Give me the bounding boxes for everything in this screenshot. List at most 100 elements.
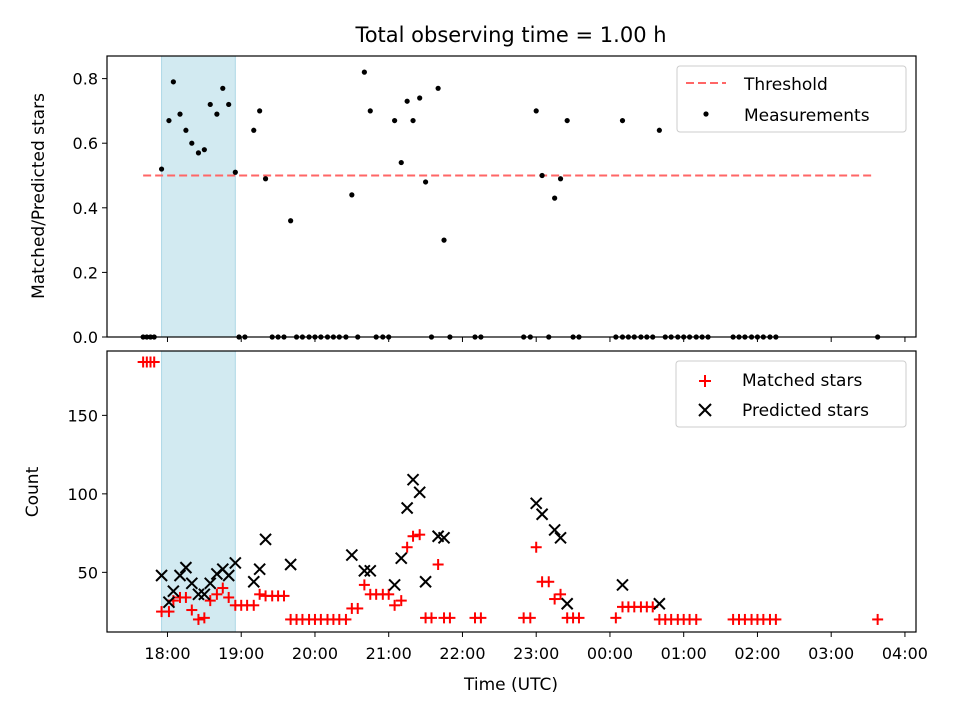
predicted-star-marker xyxy=(179,561,193,574)
predicted-star-marker xyxy=(222,569,235,582)
matched-star-marker xyxy=(770,613,782,625)
measurement-point xyxy=(564,117,570,124)
matched-star-marker xyxy=(389,599,401,611)
x-tick-label: 01:00 xyxy=(661,644,707,663)
matched-star-marker xyxy=(217,582,229,594)
x-tick-label: 23:00 xyxy=(513,644,559,663)
x-tick-label: 00:00 xyxy=(587,644,633,663)
measurement-point xyxy=(539,172,545,179)
matched-star-marker xyxy=(383,588,395,600)
measurement-point xyxy=(435,85,441,91)
predicted-star-marker xyxy=(406,473,420,486)
matched-star-marker xyxy=(163,606,175,618)
measurement-point xyxy=(552,195,558,201)
matched-star-marker xyxy=(407,530,419,542)
measurement-point xyxy=(232,169,238,175)
matched-star-marker xyxy=(555,588,567,600)
predicted-star-marker xyxy=(229,556,242,570)
measurement-point xyxy=(417,95,423,101)
predicted-star-marker xyxy=(155,569,168,582)
predicted-star-marker xyxy=(185,577,199,590)
predicted-star-marker xyxy=(548,523,561,537)
x-tick-label: 20:00 xyxy=(292,644,338,663)
predicted-star-marker xyxy=(198,588,211,601)
predicted-star-marker xyxy=(358,564,371,577)
y-tick-label: 0.2 xyxy=(73,263,98,282)
matched-star-marker xyxy=(610,612,622,624)
measurement-point xyxy=(183,127,189,133)
x-tick-label: 22:00 xyxy=(439,644,485,663)
measurement-point xyxy=(262,176,269,182)
predicted-star-marker xyxy=(616,578,629,592)
measurement-point xyxy=(533,108,539,114)
measurement-point xyxy=(404,98,410,104)
measurement-point xyxy=(166,117,172,124)
measurement-point xyxy=(177,111,183,117)
x-axis-label: Time (UTC) xyxy=(463,675,558,695)
matched-star-marker xyxy=(192,613,204,625)
legend-predicted-label: Predicted stars xyxy=(742,401,869,421)
predicted-star-marker xyxy=(400,501,414,515)
axes-frame xyxy=(106,350,917,633)
x-tick-label: 03:00 xyxy=(808,644,854,663)
top-legend: Threshold Measurements xyxy=(676,65,907,133)
matched-star-marker xyxy=(352,602,364,614)
predicted-star-marker xyxy=(259,533,272,546)
matched-star-marker xyxy=(198,612,210,624)
measurement-point xyxy=(392,117,398,124)
predicted-star-marker xyxy=(173,569,187,582)
measurement-point xyxy=(349,192,355,198)
predicted-star-marker xyxy=(529,497,543,510)
y-tick-label: 0.0 xyxy=(73,328,98,347)
matched-star-marker xyxy=(573,612,585,624)
predicted-star-marker xyxy=(204,577,217,590)
legend-threshold-label: Threshold xyxy=(743,75,828,95)
matched-star-marker xyxy=(690,613,702,625)
matched-star-marker xyxy=(204,595,216,607)
predicted-star-marker xyxy=(653,597,666,610)
matched-star-marker xyxy=(401,541,413,553)
x-tick-label: 02:00 xyxy=(734,644,780,663)
predicted-star-marker xyxy=(167,584,180,598)
predicted-star-marker xyxy=(413,486,426,499)
matched-star-marker xyxy=(395,595,407,607)
legend-measurements-label: Measurements xyxy=(744,106,870,126)
measurement-point xyxy=(557,176,564,182)
measurement-point xyxy=(189,140,195,146)
y-tick-label: 100 xyxy=(67,485,98,504)
predicted-star-marker xyxy=(560,597,574,610)
y-tick-label: 0.6 xyxy=(73,134,98,153)
predicted-star-marker xyxy=(247,575,260,588)
predicted-star-marker xyxy=(554,531,567,545)
matched-star-marker xyxy=(524,612,536,624)
predicted-star-marker xyxy=(345,548,359,562)
matched-star-marker xyxy=(223,591,235,603)
matched-star-marker xyxy=(872,613,884,625)
measurement-point xyxy=(410,117,416,124)
matched-star-marker xyxy=(211,588,223,600)
measurement-point xyxy=(226,101,232,108)
matched-star-marker xyxy=(186,604,198,616)
measurement-point xyxy=(170,79,176,85)
measurement-point xyxy=(214,111,220,117)
highlight-band xyxy=(161,55,236,338)
top-chart-title: Total observing time = 1.00 h xyxy=(354,23,666,47)
matched-star-marker xyxy=(530,541,542,553)
x-tick-label: 19:00 xyxy=(218,644,264,663)
axes-frame xyxy=(106,55,917,338)
y-tick-label: 50 xyxy=(78,563,98,582)
matched-star-marker xyxy=(248,599,260,611)
predicted-star-marker xyxy=(437,531,451,545)
measurement-point xyxy=(207,101,213,108)
predicted-star-marker xyxy=(364,564,377,577)
measurement-point xyxy=(257,108,263,114)
matched-star-marker xyxy=(278,590,290,602)
matched-star-marker xyxy=(340,613,352,625)
measurement-point xyxy=(361,69,367,75)
measurement-point xyxy=(441,237,447,243)
measurements-legend-swatch xyxy=(703,111,709,117)
top-y-axis-label: Matched/Predicted stars xyxy=(29,93,49,299)
matched-star-marker xyxy=(414,529,426,541)
bottom-legend: Matched stars Predicted stars xyxy=(675,360,907,428)
